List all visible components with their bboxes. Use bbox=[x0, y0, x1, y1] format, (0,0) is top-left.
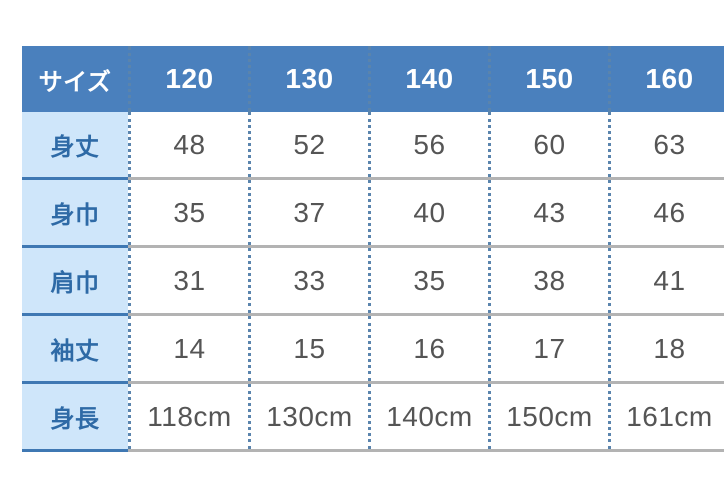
table-cell: 16 bbox=[368, 316, 488, 381]
table-cell: 14 bbox=[128, 316, 248, 381]
row-label: 袖丈 bbox=[22, 316, 128, 381]
header-size-130: 130 bbox=[248, 46, 368, 112]
table-row: 身巾 35 37 40 43 46 bbox=[22, 180, 724, 248]
table-cell: 35 bbox=[128, 180, 248, 245]
header-row: サイズ 120 130 140 150 160 bbox=[22, 46, 724, 112]
table-cell: 31 bbox=[128, 248, 248, 313]
table-cell: 40 bbox=[368, 180, 488, 245]
header-size-150: 150 bbox=[488, 46, 608, 112]
row-label: 身巾 bbox=[22, 180, 128, 245]
table-row: 袖丈 14 15 16 17 18 bbox=[22, 316, 724, 384]
header-size-120: 120 bbox=[128, 46, 248, 112]
table-cell: 35 bbox=[368, 248, 488, 313]
header-size-140: 140 bbox=[368, 46, 488, 112]
table-cell: 60 bbox=[488, 112, 608, 177]
table-row: 肩巾 31 33 35 38 41 bbox=[22, 248, 724, 316]
row-label: 身長 bbox=[22, 384, 128, 449]
table-cell: 43 bbox=[488, 180, 608, 245]
table-cell: 140cm bbox=[368, 384, 488, 449]
table-cell: 15 bbox=[248, 316, 368, 381]
table-cell: 41 bbox=[608, 248, 724, 313]
header-size-160: 160 bbox=[608, 46, 724, 112]
table-cell: 52 bbox=[248, 112, 368, 177]
table-cell: 33 bbox=[248, 248, 368, 313]
table-cell: 48 bbox=[128, 112, 248, 177]
table-row: 身長 118cm 130cm 140cm 150cm 161cm bbox=[22, 384, 724, 452]
row-label: 肩巾 bbox=[22, 248, 128, 313]
table-cell: 46 bbox=[608, 180, 724, 245]
row-label: 身丈 bbox=[22, 112, 128, 177]
table-cell: 18 bbox=[608, 316, 724, 381]
table-cell: 17 bbox=[488, 316, 608, 381]
table-cell: 63 bbox=[608, 112, 724, 177]
table-cell: 161cm bbox=[608, 384, 724, 449]
size-table: サイズ 120 130 140 150 160 身丈 48 52 56 60 63 身巾 35… bbox=[22, 46, 724, 452]
table-cell: 130cm bbox=[248, 384, 368, 449]
table-row: 身丈 48 52 56 60 63 bbox=[22, 112, 724, 180]
table-cell: 37 bbox=[248, 180, 368, 245]
table-cell: 38 bbox=[488, 248, 608, 313]
table-cell: 150cm bbox=[488, 384, 608, 449]
header-size-label: サイズ bbox=[38, 68, 112, 96]
table-cell: 118cm bbox=[128, 384, 248, 449]
table-cell: 56 bbox=[368, 112, 488, 177]
